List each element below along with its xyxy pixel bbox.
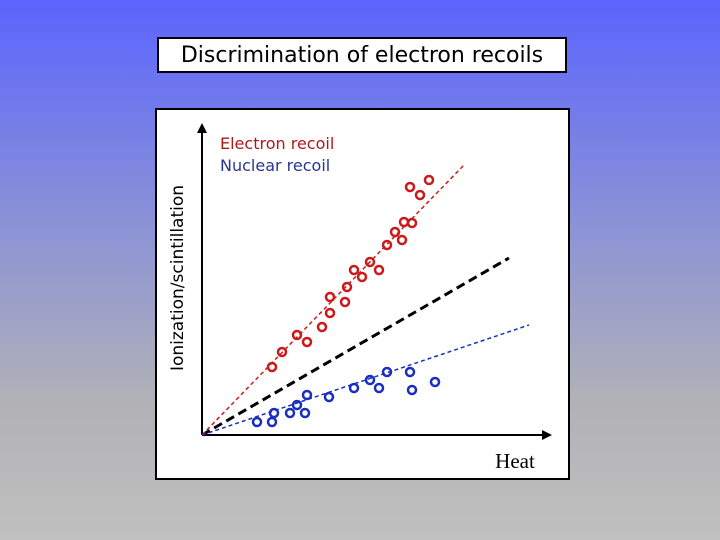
electron-recoil-point [266, 361, 278, 373]
nuclear-recoil-point [284, 407, 296, 419]
nuclear-recoil-fit-line [201, 324, 530, 436]
chart-title: Discrimination of electron recoils [157, 37, 567, 73]
plot-area: Ionization/scintillation Heat Electron r… [155, 108, 570, 480]
electron-recoil-point [364, 256, 376, 268]
nuclear-recoil-point [373, 382, 385, 394]
nuclear-recoil-point [301, 389, 313, 401]
nuclear-recoil-point [266, 416, 278, 428]
nuclear-recoil-point [268, 407, 280, 419]
nuclear-recoil-point [323, 391, 335, 403]
nuclear-recoil-point [348, 382, 360, 394]
x-axis-label: Heat [495, 449, 535, 473]
nuclear-recoil-point [251, 416, 263, 428]
nuclear-recoil-point [299, 407, 311, 419]
legend-nuclear-recoil: Nuclear recoil [220, 156, 330, 175]
electron-recoil-point [398, 216, 410, 228]
electron-recoil-point [301, 336, 313, 348]
electron-recoil-point [324, 307, 336, 319]
nuclear-recoil-point [406, 384, 418, 396]
electron-recoil-point [339, 296, 351, 308]
nuclear-recoil-point [404, 366, 416, 378]
nuclear-recoil-point [291, 399, 303, 411]
chart-svg: Ionization/scintillation Heat Electron r… [168, 123, 552, 473]
electron-recoil-point [373, 264, 385, 276]
legend-electron-recoil: Electron recoil [220, 134, 334, 153]
electron-recoil-point [348, 264, 360, 276]
electron-recoil-point [389, 226, 401, 238]
data-points [251, 174, 441, 428]
electron-recoil-point [291, 329, 303, 341]
nuclear-recoil-point [364, 374, 376, 386]
electron-recoil-point [404, 181, 416, 193]
electron-recoil-point [324, 291, 336, 303]
y-axis-label: Ionization/scintillation [168, 185, 188, 371]
electron-recoil-point [341, 281, 353, 293]
fit-lines [201, 164, 530, 437]
nuclear-recoil-point [381, 366, 393, 378]
diagonal-dashed-line [201, 256, 510, 437]
electron-recoil-point [396, 234, 408, 246]
electron-recoil-point [356, 271, 368, 283]
electron-recoil-point [414, 189, 426, 201]
electron-recoil-point [406, 217, 418, 229]
electron-recoil-point [381, 239, 393, 251]
electron-recoil-point [423, 174, 435, 186]
electron-recoil-point [316, 321, 328, 333]
electron-recoil-point [276, 346, 288, 358]
nuclear-recoil-point [429, 376, 441, 388]
